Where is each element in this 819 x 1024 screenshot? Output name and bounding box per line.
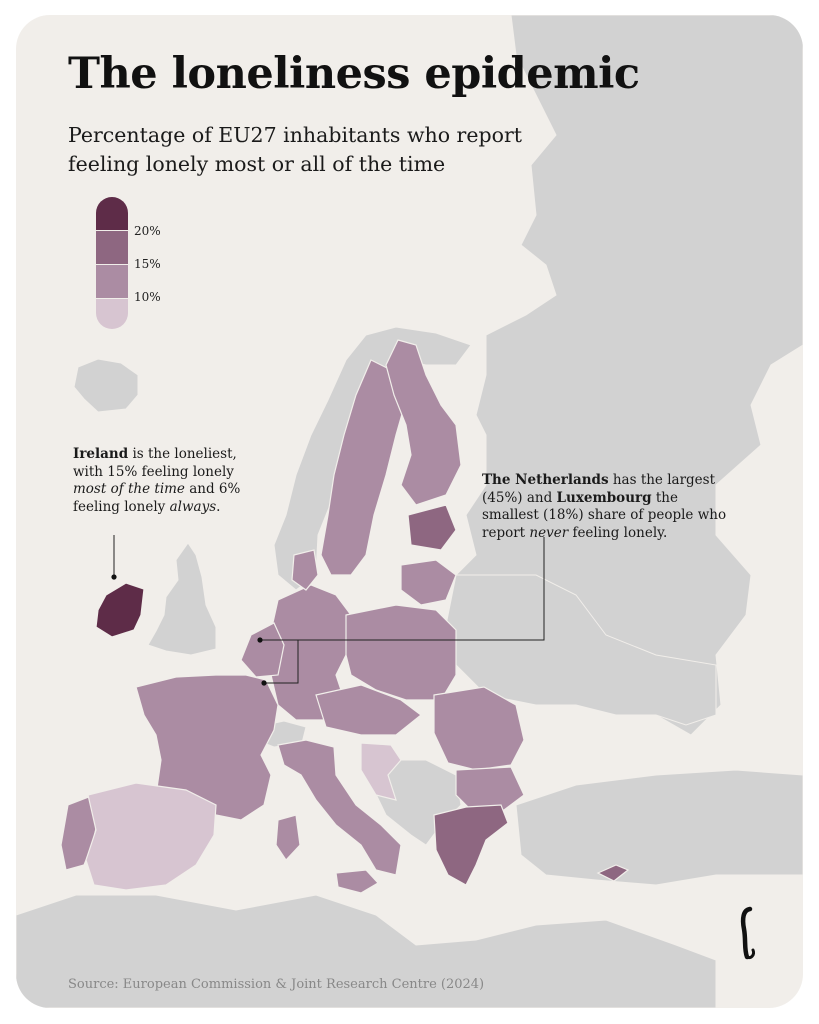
ireland-annotation: Ireland is the loneliest, with 15% feeli… (73, 446, 263, 516)
region-cyprus (596, 864, 630, 882)
region-north-africa (16, 894, 717, 1008)
legend-label-20: 20% (134, 224, 161, 238)
region-benelux (240, 622, 285, 678)
region-latvia (407, 504, 457, 551)
region-denmark (291, 549, 319, 591)
region-sardinia (275, 814, 301, 861)
publisher-logo-icon (740, 906, 755, 960)
region-uk (147, 542, 217, 656)
region-france (135, 674, 279, 821)
map-card: The loneliness epidemic Percentage of EU… (16, 15, 803, 1008)
source-note: Source: European Commission & Joint Rese… (68, 977, 485, 992)
ireland-annotation-country: Ireland (73, 446, 129, 462)
region-spain (85, 782, 217, 891)
region-ireland (95, 582, 145, 638)
region-sicily (335, 869, 379, 894)
legend-swatch-low (96, 298, 128, 329)
legend-label-10: 10% (134, 290, 161, 304)
region-turkey (515, 769, 803, 886)
legend-label-15: 15% (134, 257, 161, 271)
luxembourg-leader-line (264, 640, 299, 684)
region-romania (433, 686, 525, 771)
ireland-annotation-text-2: and 6% feeling lonely (73, 481, 241, 515)
netherlands-annotation-text-3: feeling lonely. (568, 524, 668, 541)
page-title: The loneliness epidemic (68, 49, 640, 99)
ireland-annotation-text-1: is the loneliest, with 15% feeling lonel… (73, 446, 237, 480)
region-greece (433, 804, 509, 886)
legend-color-scale (96, 197, 128, 329)
region-finland (385, 339, 462, 506)
netherlands-annotation-text-2: the smallest (18%) share of people who r… (482, 489, 727, 541)
region-lithuania (400, 559, 457, 606)
netherlands-annotation: The Netherlands has the largest (45%) an… (482, 472, 737, 542)
ireland-annotation-emphasis-1: most of the time (73, 481, 185, 497)
netherlands-annotation-text-1: has the largest (45%) and (482, 472, 716, 506)
page-subtitle: Percentage of EU27 inhabitants who repor… (68, 123, 522, 176)
region-czechia-austria (315, 684, 422, 736)
legend-swatch-mid (96, 264, 128, 298)
netherlands-annotation-emphasis: never (529, 524, 569, 541)
netherlands-leader-line (261, 537, 545, 641)
legend-swatch-highest (96, 197, 128, 230)
netherlands-marker-dot (257, 637, 263, 643)
region-ukraine-belarus (445, 574, 717, 726)
region-iceland (73, 358, 139, 413)
region-italy (277, 739, 402, 876)
legend-swatch-high (96, 230, 128, 264)
ireland-marker-dot (111, 574, 117, 580)
netherlands-annotation-country: The Netherlands (482, 472, 609, 488)
luxembourg-annotation-country: Luxembourg (556, 489, 652, 506)
ireland-annotation-emphasis-2: always (169, 498, 217, 515)
region-bulgaria (455, 766, 525, 811)
region-croatia (360, 742, 402, 801)
europe-map (16, 15, 803, 1008)
ireland-annotation-text-3: . (216, 498, 221, 515)
luxembourg-marker-dot (261, 680, 267, 686)
